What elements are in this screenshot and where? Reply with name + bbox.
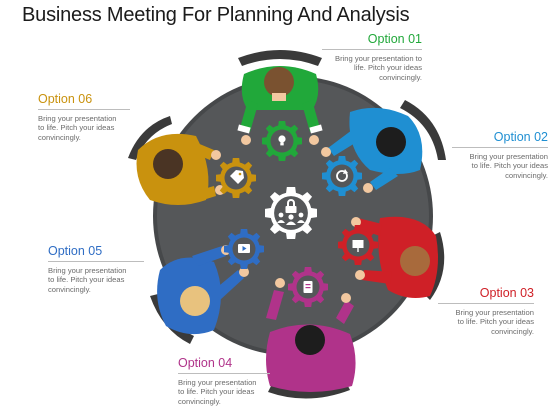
person-2 <box>321 107 423 193</box>
option-03-callout: Option 03 Bring your presentation to lif… <box>438 286 534 336</box>
chair-3 <box>424 232 445 300</box>
option-03-text-line: to life. Pitch your ideas <box>457 317 534 327</box>
person-6 <box>136 133 225 205</box>
option-04-callout: Option 04 Bring your presentation to lif… <box>178 356 270 406</box>
option-06-text: Bring your presentation to life. Pitch y… <box>38 114 130 142</box>
document-icon <box>303 281 313 293</box>
option-01-text-line: Bring your presentation to <box>335 54 422 63</box>
option-04-text-line: convincingly. <box>178 396 221 406</box>
person-5 <box>157 245 249 335</box>
gear-option-02 <box>322 156 362 196</box>
option-02-text: Bring your presentation to life. Pitch y… <box>452 152 548 180</box>
play-icon <box>238 244 250 253</box>
option-01-text: Bring your presentation to life. Pitch y… <box>322 54 422 82</box>
chair-6 <box>128 116 172 160</box>
option-01-text-line: convincingly. <box>379 72 422 82</box>
option-05-label: Option 05 <box>48 244 103 258</box>
option-06-text-line: convincingly. <box>38 132 81 142</box>
option-04-text-line: Bring your presentation <box>178 378 257 387</box>
slide-title: Business Meeting For Planning And Analys… <box>22 4 410 26</box>
option-04-text: Bring your presentation to life. Pitch y… <box>178 378 270 406</box>
option-05-text: Bring your presentation to life. Pitch y… <box>48 266 144 294</box>
person-3 <box>351 216 438 298</box>
option-05-text-line: Bring your presentation <box>48 266 127 275</box>
person-1 <box>237 66 323 145</box>
option-04-divider <box>178 373 270 374</box>
option-05-callout: Option 05 Bring your presentation to lif… <box>48 244 144 294</box>
lock-team-icon <box>277 199 305 225</box>
option-02-text-line: Bring your presentation <box>469 152 548 161</box>
option-02-text-line: convincingly. <box>505 170 548 180</box>
option-01-callout: Option 01 Bring your presentation to lif… <box>322 32 422 82</box>
option-03-label: Option 03 <box>479 286 534 300</box>
option-04-label: Option 04 <box>178 356 233 370</box>
chair-2 <box>400 100 446 160</box>
option-03-text-line: Bring your presentation <box>455 308 534 317</box>
option-02-callout: Option 02 Bring your presentation to lif… <box>452 130 548 180</box>
lightbulb-icon <box>278 135 286 146</box>
option-01-divider <box>322 49 422 50</box>
option-04-text-line: to life. Pitch your ideas <box>178 387 255 397</box>
option-05-divider <box>48 261 144 262</box>
option-06-text-line: Bring your presentation <box>38 114 117 123</box>
option-01-label: Option 01 <box>367 32 422 46</box>
person-4 <box>266 278 356 392</box>
option-03-divider <box>438 303 534 304</box>
option-05-text-line: convincingly. <box>48 284 91 294</box>
chair-1 <box>238 50 322 66</box>
option-02-label: Option 02 <box>493 130 548 144</box>
option-02-divider <box>452 147 548 148</box>
presentation-icon <box>352 240 364 252</box>
option-05-text-line: to life. Pitch your ideas <box>48 275 125 285</box>
option-02-text-line: to life. Pitch your ideas <box>471 161 548 171</box>
option-03-text: Bring your presentation to life. Pitch y… <box>438 308 534 336</box>
option-06-text-line: to life. Pitch your ideas <box>38 123 115 133</box>
option-06-callout: Option 06 Bring your presentation to lif… <box>38 92 130 142</box>
tag-icon <box>230 170 244 184</box>
refresh-icon <box>336 169 348 182</box>
option-01-text-line: life. Pitch your ideas <box>354 63 422 73</box>
option-03-text-line: convincingly. <box>491 326 534 336</box>
option-06-divider <box>38 109 130 110</box>
option-06-label: Option 06 <box>38 92 93 106</box>
